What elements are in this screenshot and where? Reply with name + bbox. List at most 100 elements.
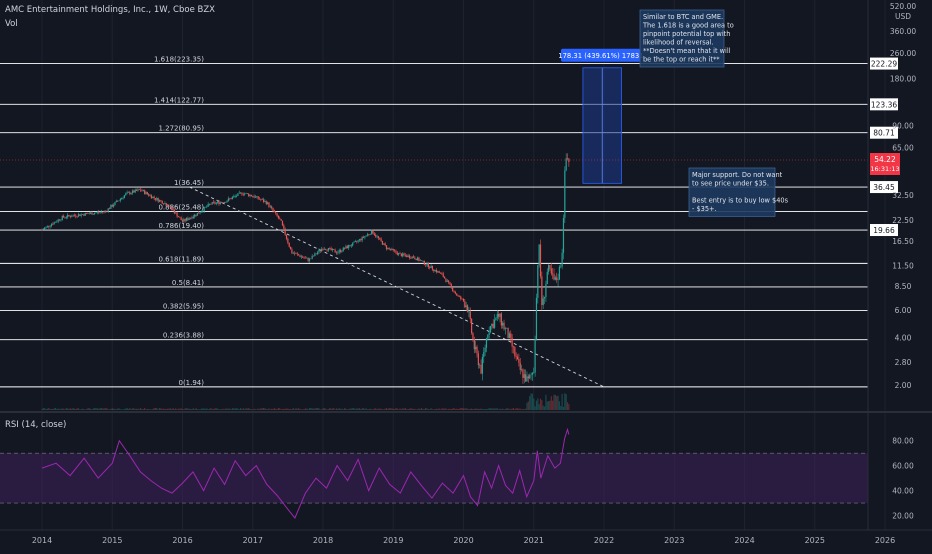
- candle-body: [63, 215, 65, 218]
- candle-body: [426, 263, 428, 266]
- candle-body: [119, 198, 121, 201]
- candle-body: [118, 200, 120, 202]
- candle-body: [534, 338, 536, 373]
- volume-bar: [137, 408, 139, 410]
- volume-bar: [79, 409, 81, 410]
- candle-body: [410, 257, 412, 259]
- volume-bar: [465, 408, 467, 410]
- candle-body: [291, 249, 293, 254]
- volume-bar: [256, 409, 258, 410]
- volume-bar: [57, 408, 59, 410]
- candle-body: [144, 190, 146, 194]
- candle-body: [468, 311, 470, 313]
- candle-body: [302, 256, 304, 258]
- candle-body: [568, 158, 570, 163]
- projection-label-box: [560, 48, 641, 62]
- candle-body: [134, 189, 136, 193]
- candle-body: [553, 274, 555, 280]
- candle-body: [260, 199, 262, 200]
- candle-body: [539, 244, 542, 277]
- volume-bar: [339, 409, 342, 410]
- candle-body: [121, 197, 123, 199]
- candle-body: [322, 248, 324, 250]
- volume-bar: [173, 409, 175, 410]
- candle-body: [408, 255, 411, 258]
- top-note-box[interactable]: [639, 9, 725, 68]
- volume-bar: [365, 408, 367, 410]
- volume-bar: [395, 408, 397, 410]
- y-tick-label: 16.50: [892, 237, 914, 246]
- candle-body: [316, 252, 319, 255]
- candle-body: [107, 208, 109, 212]
- candle-body: [75, 215, 77, 217]
- candle-body: [194, 214, 196, 217]
- volume-bar: [269, 409, 271, 410]
- volume-bar: [484, 409, 486, 410]
- descending-trendline[interactable]: [189, 186, 605, 388]
- candle-body: [130, 193, 132, 195]
- volume-bar: [271, 408, 273, 410]
- candle-body: [473, 339, 475, 350]
- volume-bar: [319, 409, 321, 410]
- candle-body: [356, 241, 358, 242]
- candle-body: [239, 192, 242, 194]
- candle-body: [125, 193, 127, 196]
- volume-bar: [77, 408, 80, 410]
- support-note-box[interactable]: [688, 167, 776, 217]
- volume-bar: [541, 400, 543, 410]
- volume-bar: [92, 408, 94, 410]
- candle-body: [204, 206, 207, 208]
- volume-bar: [392, 408, 394, 410]
- candle-body: [71, 216, 73, 218]
- candle-body: [153, 196, 155, 199]
- volume-bar: [175, 408, 177, 410]
- candle-body: [264, 201, 266, 202]
- x-tick-label: 2016: [172, 536, 192, 545]
- volume-bar: [249, 408, 251, 410]
- volume-bar: [439, 409, 442, 410]
- volume-bar: [169, 408, 171, 410]
- volume-bar: [419, 408, 421, 410]
- candle-body: [231, 197, 234, 200]
- volume-bar: [81, 408, 84, 410]
- candle-body: [462, 298, 465, 302]
- candle-body: [158, 200, 161, 202]
- candle-body: [230, 198, 232, 200]
- volume-bar: [475, 408, 477, 410]
- volume-bar: [518, 408, 520, 410]
- volume-bar: [210, 408, 212, 410]
- y-tick-label: 8.50: [895, 282, 912, 291]
- candle-body: [83, 214, 85, 216]
- volume-bar: [113, 408, 115, 410]
- volume-bar: [542, 405, 544, 410]
- candle-body: [331, 249, 334, 251]
- volume-bar: [543, 406, 546, 410]
- candle-body: [285, 234, 288, 239]
- candle-body: [523, 374, 525, 378]
- candle-body: [50, 224, 53, 227]
- volume-bar: [422, 409, 424, 410]
- candle-body: [84, 212, 86, 216]
- candle-body: [113, 205, 115, 207]
- y-tick-label: 260.00: [890, 49, 916, 58]
- candle-body: [295, 253, 297, 255]
- volume-bar: [366, 409, 369, 410]
- support-note-line: Best entry is to buy low $40s: [692, 197, 789, 205]
- fib-axis-tag-label: 222.29: [871, 60, 897, 69]
- volume-bar: [487, 409, 489, 410]
- candle-body: [110, 205, 112, 209]
- candle-body: [73, 215, 76, 216]
- volume-bar: [350, 408, 352, 410]
- candle-body: [446, 280, 448, 282]
- volume-bar: [519, 408, 521, 410]
- volume-bar: [115, 409, 117, 410]
- candle-body: [42, 229, 44, 230]
- volume-bar: [442, 408, 444, 410]
- candle-body: [122, 197, 124, 199]
- candle-body: [373, 233, 375, 235]
- volume-bar: [481, 409, 484, 410]
- candle-body: [550, 268, 552, 274]
- volume-bar: [435, 408, 438, 410]
